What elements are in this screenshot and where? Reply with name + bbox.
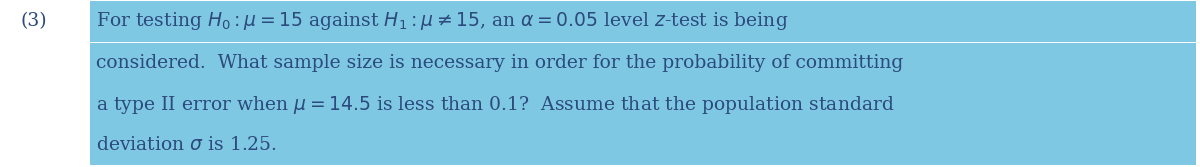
FancyBboxPatch shape [90, 1, 1196, 42]
Text: For testing $H_0 : \mu = 15$ against $H_1 : \mu \neq 15$, an $\alpha = 0.05$ lev: For testing $H_0 : \mu = 15$ against $H_… [96, 10, 788, 32]
Text: deviation $\sigma$ is 1.25.: deviation $\sigma$ is 1.25. [96, 136, 276, 154]
Text: a type II error when $\mu = 14.5$ is less than 0.1?  Assume that the population : a type II error when $\mu = 14.5$ is les… [96, 94, 895, 116]
Text: considered.  What sample size is necessary in order for the probability of commi: considered. What sample size is necessar… [96, 54, 904, 72]
Text: (3): (3) [20, 12, 47, 30]
FancyBboxPatch shape [90, 124, 1196, 165]
FancyBboxPatch shape [90, 43, 1196, 84]
FancyBboxPatch shape [90, 84, 1196, 125]
